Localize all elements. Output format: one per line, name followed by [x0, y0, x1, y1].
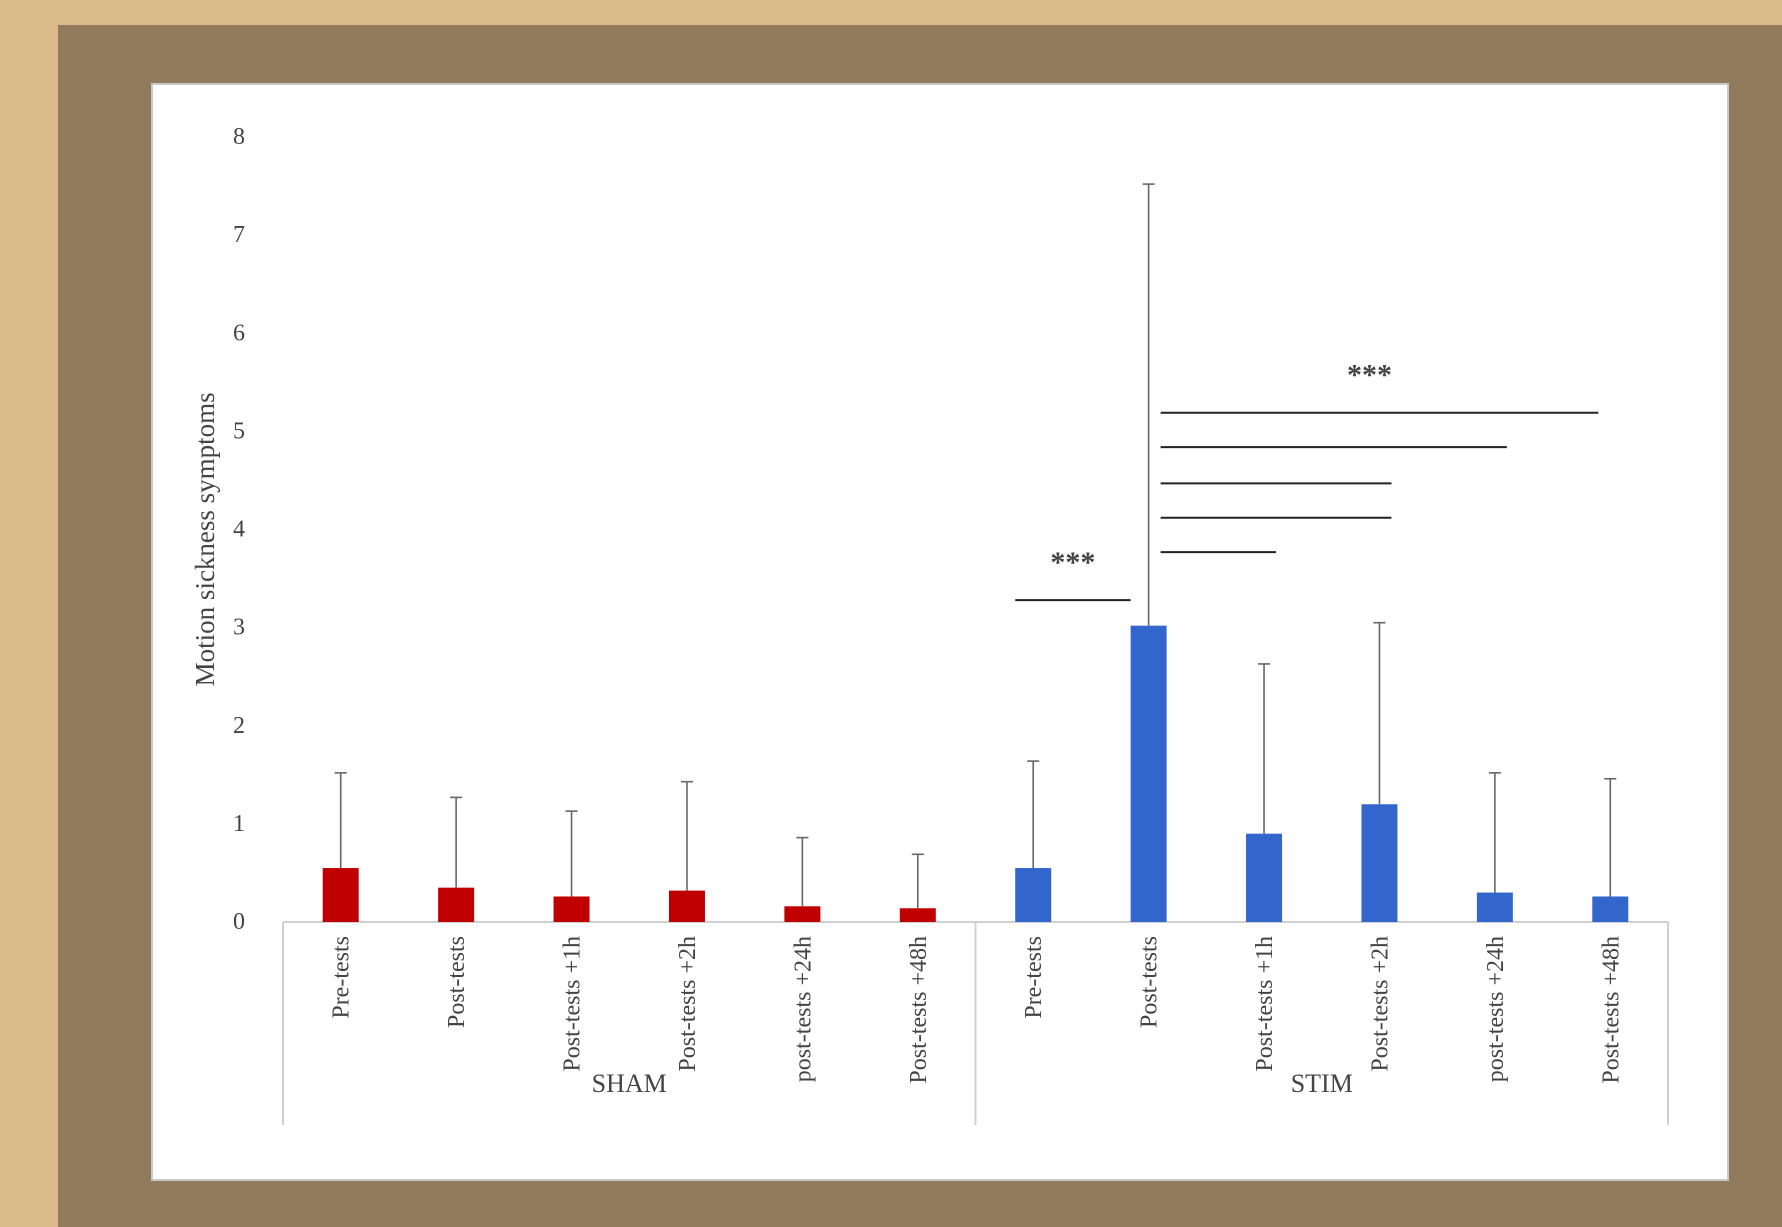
chart-area: *** *** 0 1 2 3 4 5 6 7 8 Motion sickness symptoms…: [151, 83, 1729, 1181]
y-tick-label: 7: [233, 222, 245, 248]
y-axis-label: Motion sickness symptoms: [190, 392, 220, 686]
x-tick-label: Post-tests +1h: [560, 936, 586, 1072]
bar-stim-2: [1130, 625, 1167, 922]
bar-stim-4: [1361, 804, 1398, 922]
x-tick-label: Post-tests +48h: [906, 936, 932, 1084]
y-tick-label: 0: [233, 909, 245, 935]
bar-sham-5: [784, 906, 821, 922]
significance-stars: ***: [1347, 359, 1392, 392]
y-tick-label: 2: [233, 713, 245, 739]
x-tick-label: Post-tests +1h: [1252, 936, 1278, 1072]
x-tick-label: Pre-tests: [1021, 936, 1047, 1019]
group-label: STIM: [1291, 1069, 1353, 1098]
bar-sham-6: [899, 908, 936, 922]
axis-labels: 0 1 2 3 4 5 6 7 8 Motion sickness symptoms Pre-tes…: [190, 124, 1624, 1098]
bar-chart: *** *** 0 1 2 3 4 5 6 7 8 Motion sickness symptoms…: [190, 124, 1669, 1125]
bar-sham-4: [668, 890, 705, 922]
y-tick-label: 3: [233, 615, 245, 641]
x-tick-label: Post-tests: [1137, 936, 1163, 1028]
bar-stim-1: [1015, 868, 1052, 922]
bar-sham-2: [438, 887, 475, 922]
significance-stars: ***: [1050, 546, 1095, 579]
x-tick-label: post-tests +24h: [790, 936, 816, 1082]
bar-stim-6: [1592, 896, 1629, 922]
error-bars: [334, 183, 1617, 909]
group-label: SHAM: [592, 1069, 667, 1098]
x-tick-label: Post-tests +2h: [1367, 936, 1393, 1072]
bars: [322, 625, 1629, 922]
background-frame: *** *** 0 1 2 3 4 5 6 7 8 Motion sickness symptoms…: [58, 25, 1782, 1227]
x-tick-label: Pre-tests: [329, 936, 355, 1019]
bar-sham-1: [322, 868, 359, 922]
x-tick-label: Post-tests +2h: [675, 936, 701, 1072]
bar-stim-5: [1476, 892, 1513, 922]
y-tick-label: 8: [233, 124, 245, 150]
axes: [282, 921, 1669, 1125]
y-tick-label: 1: [233, 811, 245, 837]
bar-stim-3: [1246, 833, 1283, 922]
x-tick-label: Post-tests +48h: [1598, 936, 1624, 1084]
x-tick-label: Post-tests: [444, 936, 470, 1028]
y-tick-label: 5: [233, 418, 245, 444]
significance-annotations: *** ***: [1015, 359, 1599, 602]
bar-sham-3: [553, 896, 590, 922]
x-tick-label: post-tests +24h: [1483, 936, 1509, 1082]
y-tick-label: 6: [233, 320, 245, 346]
y-tick-label: 4: [233, 517, 245, 543]
